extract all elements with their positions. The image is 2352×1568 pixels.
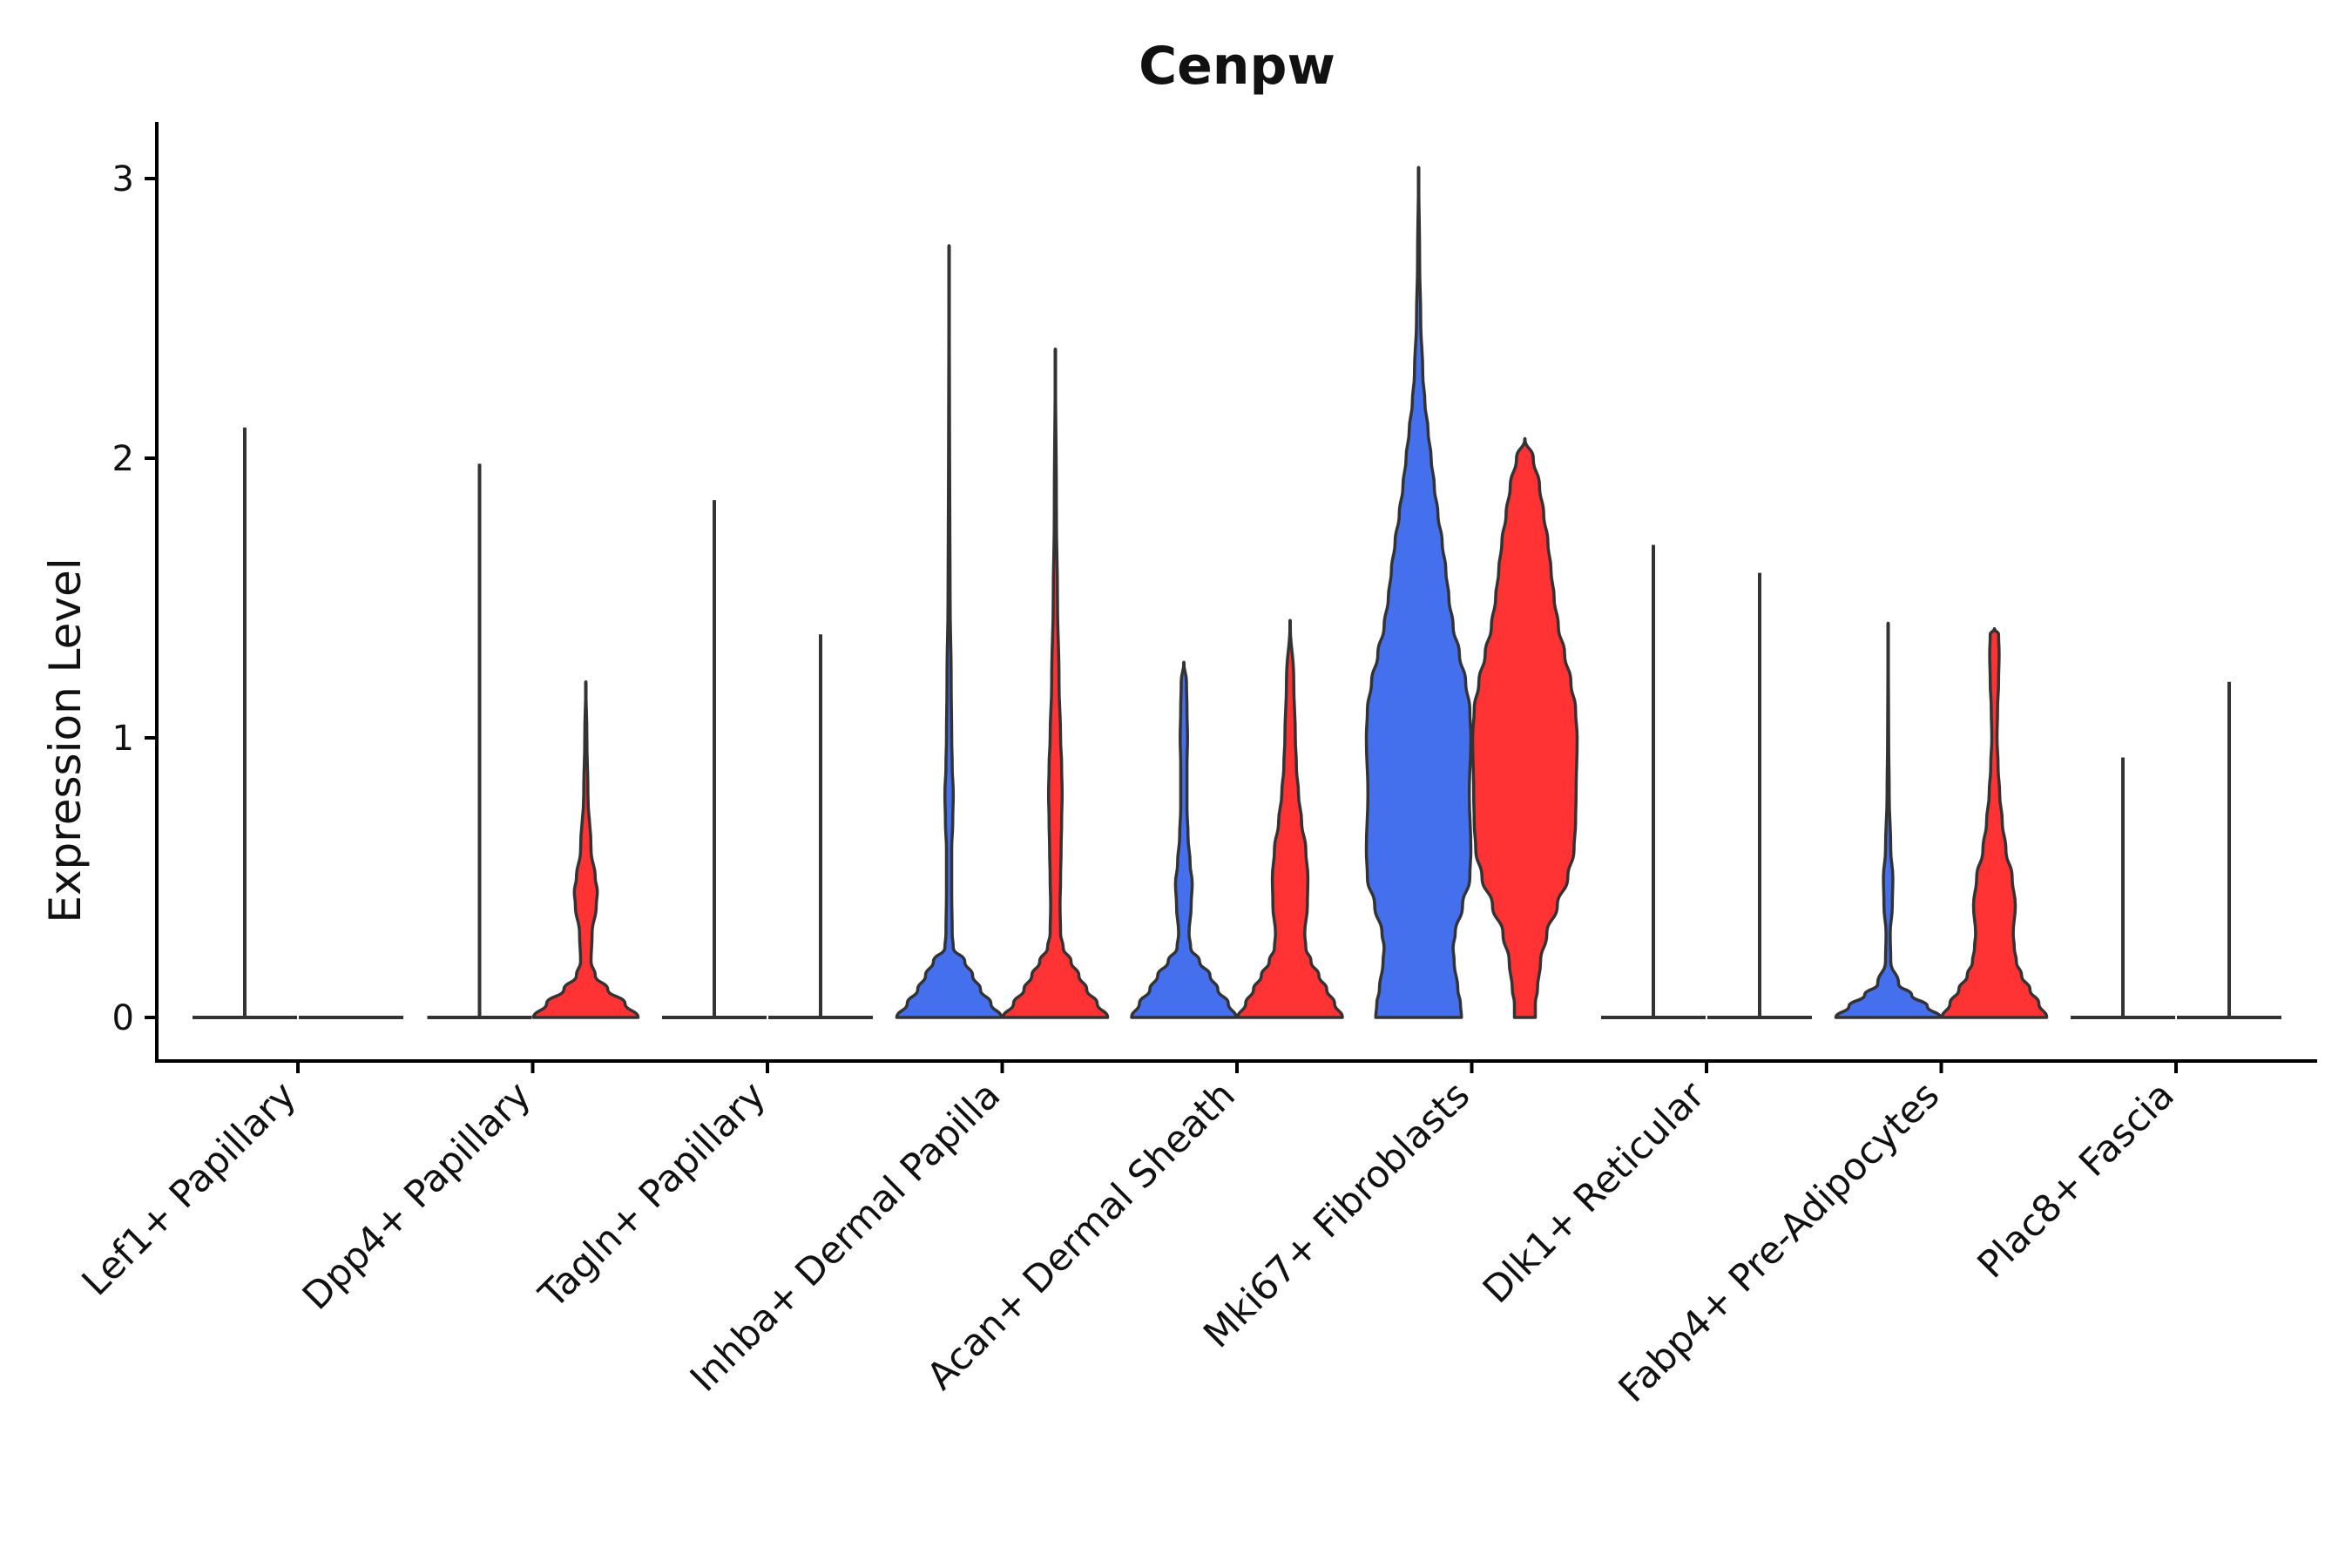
violin-body: [1001, 348, 1110, 1019]
violin-group1-2: [662, 500, 767, 1019]
violin-group1-3: [895, 244, 1004, 1019]
violin-group1-0: [193, 427, 297, 1019]
x-tick-label: Dpp4+ Papillary: [294, 1073, 539, 1318]
x-tick-label: Dlk1+ Reticular: [1475, 1073, 1713, 1312]
violin-group1-6: [1601, 544, 1706, 1019]
chart-title: Cenpw: [1139, 36, 1335, 97]
violin-group2-2: [768, 634, 873, 1019]
violin-body: [1364, 166, 1473, 1019]
violin-group2-7: [1940, 627, 2049, 1019]
x-tick-label: Plac8+ Fascia: [1970, 1073, 2183, 1287]
x-tick-label: Mki67+ Fibroblasts: [1195, 1073, 1478, 1356]
violin-group1-4: [1130, 660, 1238, 1019]
y-tick-label: 2: [112, 439, 134, 479]
violin-group2-6: [1707, 572, 1812, 1019]
violin-group1-5: [1364, 166, 1473, 1019]
violin-group2-5: [1470, 436, 1579, 1019]
violin-layer: [193, 166, 2281, 1019]
violin-group2-8: [2177, 681, 2281, 1019]
violin-body: [1940, 627, 2049, 1019]
y-tick-label: 1: [112, 719, 134, 759]
violin-group2-4: [1236, 618, 1344, 1019]
x-tick-label: Tagln+ Papillary: [531, 1073, 774, 1317]
y-tick-label: 3: [112, 159, 134, 199]
violin-group2-3: [1001, 348, 1110, 1019]
violin-body: [1470, 436, 1579, 1019]
violin-group1-1: [427, 463, 532, 1019]
violin-group2-1: [531, 680, 640, 1019]
violin-body: [1236, 618, 1344, 1019]
y-tick-label: 0: [112, 998, 134, 1038]
violin-body: [895, 244, 1004, 1019]
violin-group1-8: [2071, 757, 2175, 1019]
violin-body: [1130, 660, 1238, 1019]
violin-group1-7: [1834, 621, 1943, 1019]
y-axis-label: Expression Level: [40, 558, 91, 923]
violin-body: [531, 680, 640, 1019]
violin-body: [1834, 621, 1943, 1019]
x-tick-label: Lef1+ Papillary: [74, 1073, 305, 1304]
